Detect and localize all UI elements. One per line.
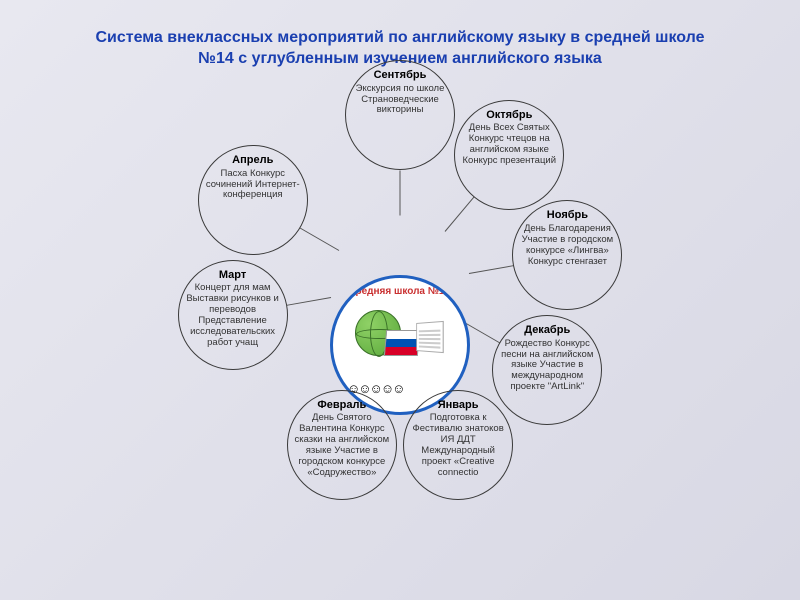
month-name: Декабрь bbox=[524, 324, 570, 337]
month-text: Рождество Конкурс песни на английском яз… bbox=[499, 339, 595, 394]
spoke-line bbox=[400, 171, 401, 216]
spoke-line bbox=[445, 197, 475, 232]
month-node: ОктябрьДень Всех Святых Конкурс чтецов н… bbox=[454, 100, 564, 210]
logo-graphic bbox=[355, 310, 445, 380]
month-node: Ноябрь День Благодарения Участие в городс… bbox=[512, 200, 622, 310]
month-node: Декабрь Рождество Конкурс песни на англий… bbox=[492, 315, 602, 425]
month-node: ЯнварьПодготовка к Фестивалю знатоков ИЯ… bbox=[403, 390, 513, 500]
month-text: Пасха Конкурс сочинений Интернет-конфере… bbox=[205, 169, 301, 202]
month-name: Февраль bbox=[317, 399, 366, 412]
month-name: Март bbox=[219, 269, 246, 282]
month-text: Концерт для мам Выставки рисунков и пере… bbox=[185, 283, 281, 349]
month-text: Подготовка к Фестивалю знатоков ИЯ ДДТ М… bbox=[410, 413, 506, 479]
month-name: Сентябрь bbox=[374, 69, 427, 82]
radial-diagram: средняя школа №14 ☺☺☺☺☺ СентябрьЭкскурси… bbox=[0, 60, 800, 600]
month-text: Экскурсия по школе Страноведческие викто… bbox=[352, 84, 448, 117]
month-name: Ноябрь bbox=[547, 209, 588, 222]
month-node: ФевральДень Святого Валентина Конкурс ск… bbox=[287, 390, 397, 500]
spoke-line bbox=[469, 265, 513, 274]
flag-icon bbox=[384, 330, 420, 356]
month-node: МартКонцерт для мам Выставки рисунков и … bbox=[178, 260, 288, 370]
month-name: Апрель bbox=[232, 154, 273, 167]
spoke-line bbox=[287, 297, 331, 306]
logo-arc-text: средняя школа №14 bbox=[333, 286, 467, 297]
month-node: Апрель Пасха Конкурс сочинений Интернет-к… bbox=[198, 145, 308, 255]
month-text: День Всех Святых Конкурс чтецов на англи… bbox=[461, 123, 557, 167]
month-text: День Благодарения Участие в городском ко… bbox=[519, 224, 615, 268]
book-icon bbox=[416, 321, 444, 353]
month-text: День Святого Валентина Конкурс сказки на… bbox=[294, 413, 390, 479]
spoke-line bbox=[300, 228, 339, 251]
month-name: Октябрь bbox=[486, 109, 532, 122]
month-node: Сентябрь Экскурсия по школе Страноведческ… bbox=[345, 60, 455, 170]
month-name: Январь bbox=[438, 399, 479, 412]
